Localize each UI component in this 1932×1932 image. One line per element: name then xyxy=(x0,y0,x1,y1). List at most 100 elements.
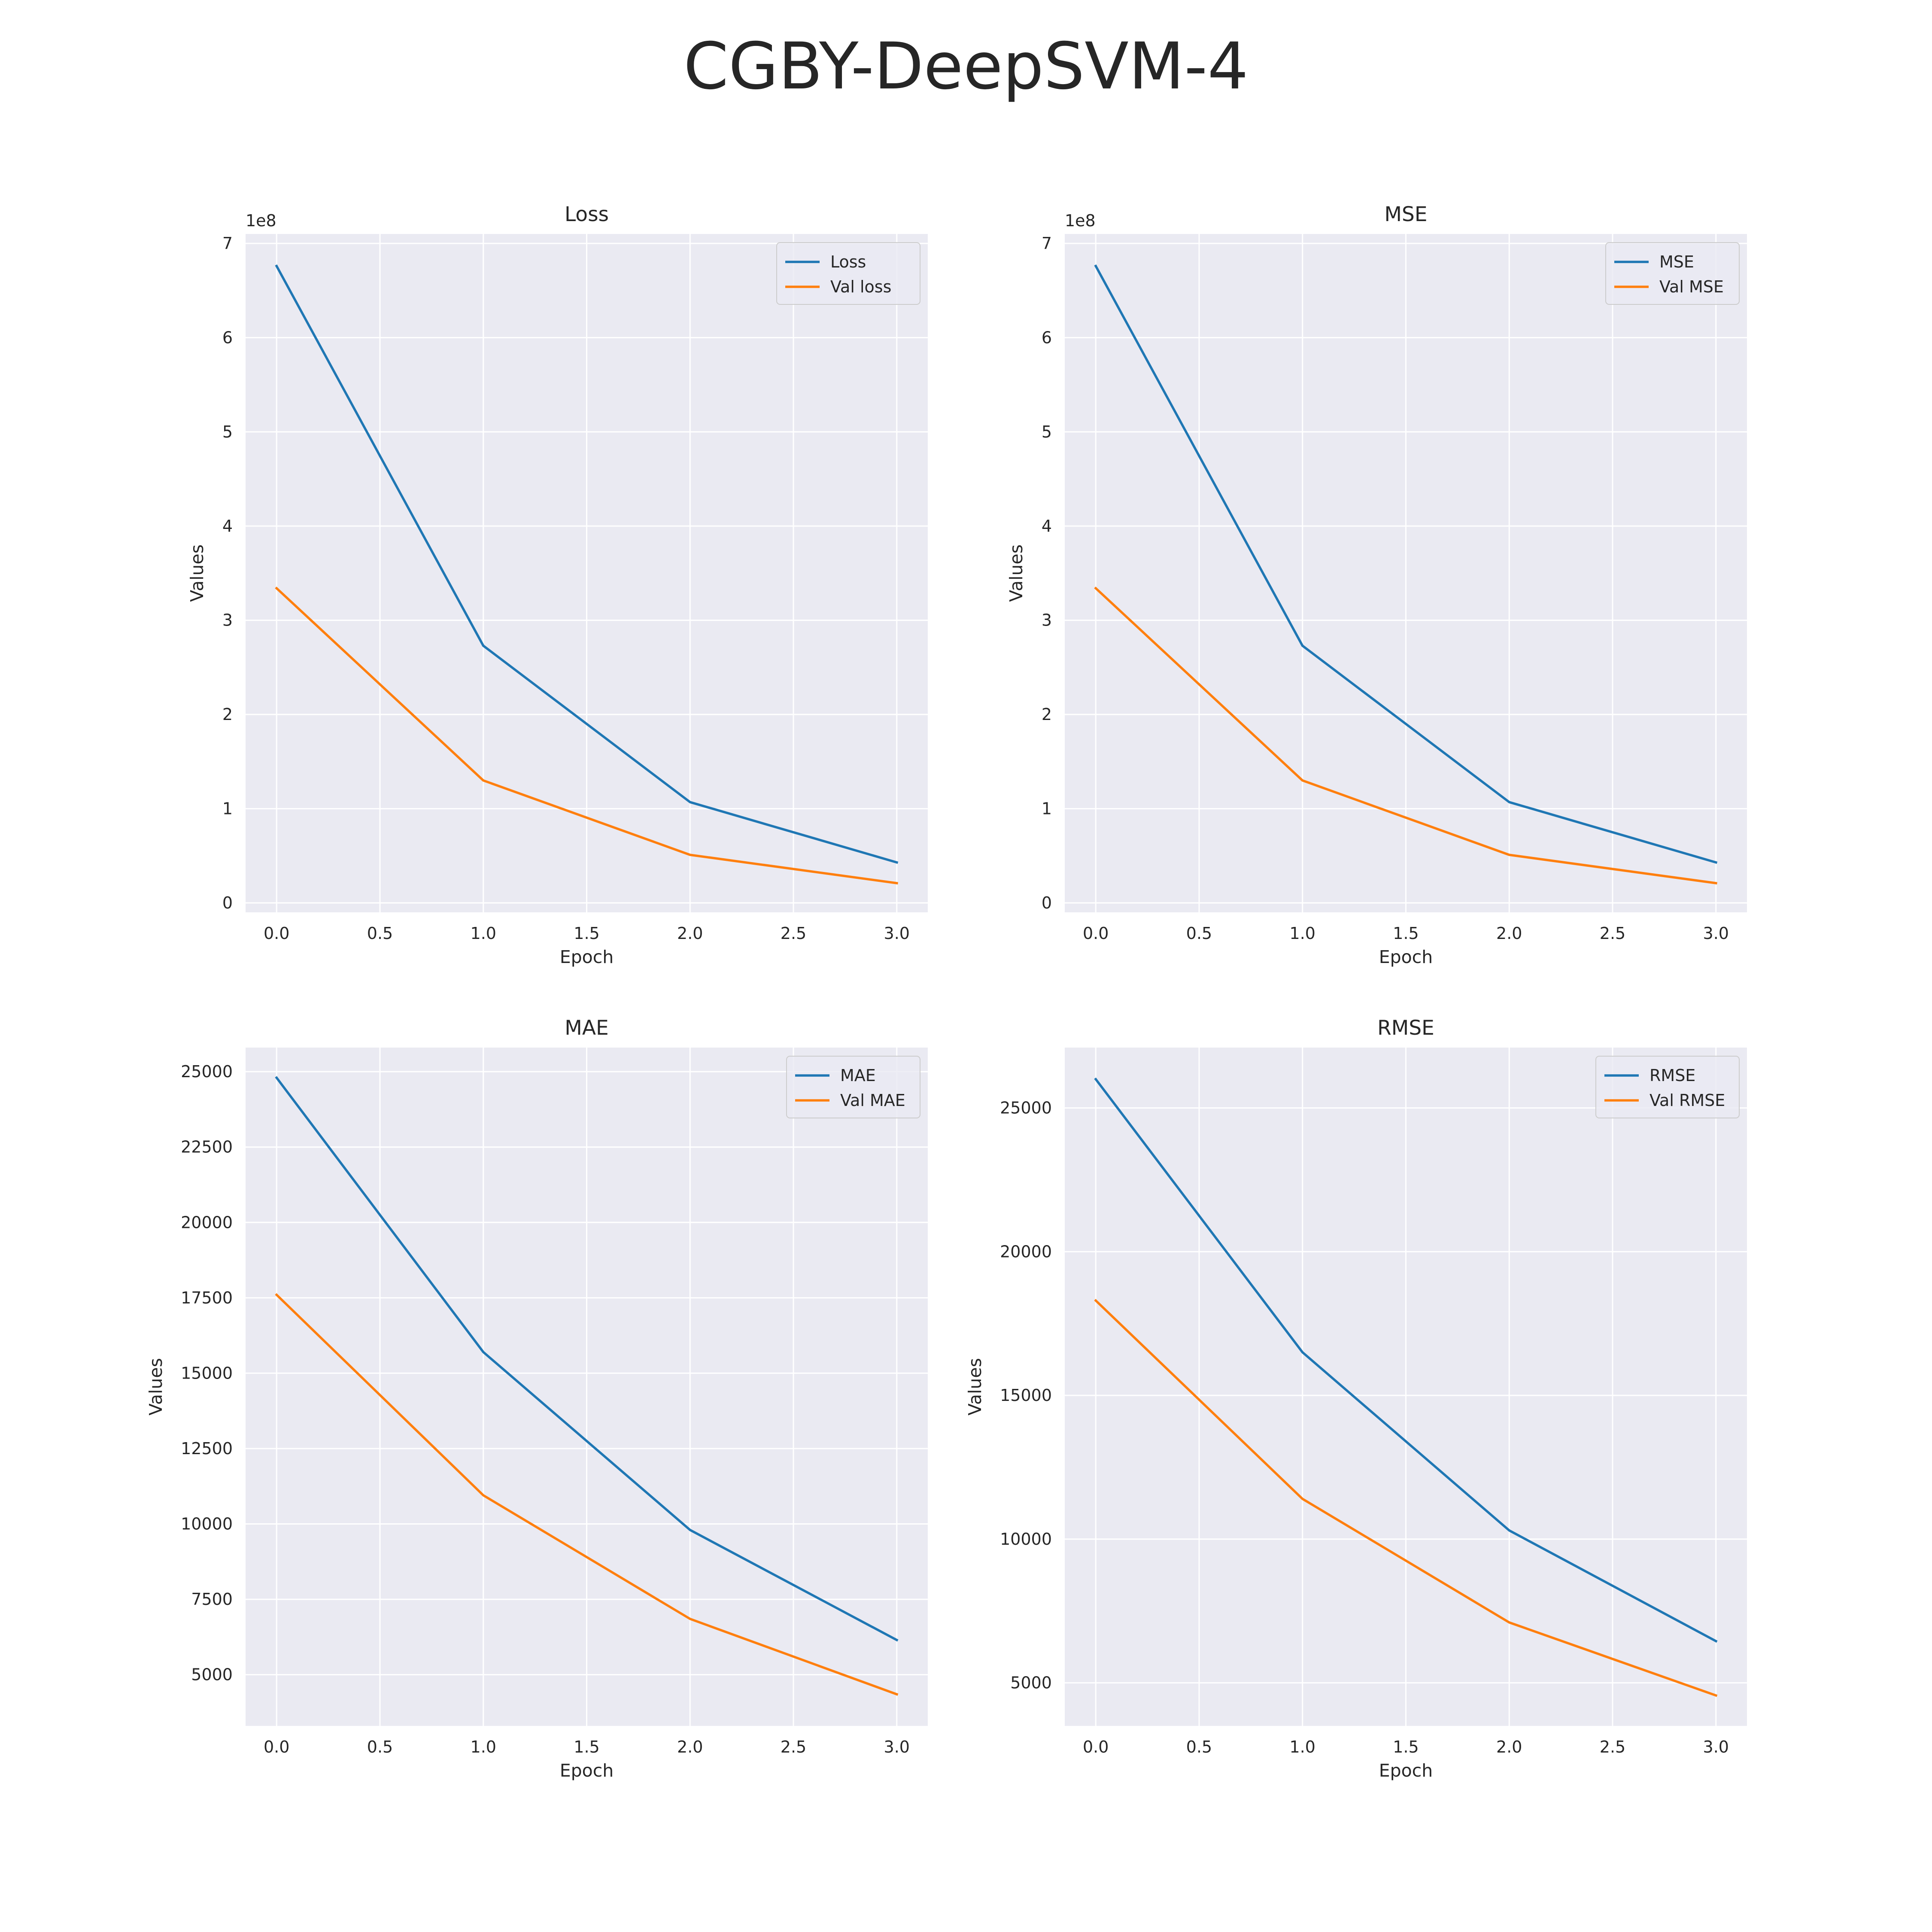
x-tick-label: 0.5 xyxy=(367,1738,393,1756)
y-tick-label: 7500 xyxy=(191,1590,233,1609)
y-tick-label: 1 xyxy=(1042,799,1052,818)
legend: MSE Val MSE xyxy=(1605,242,1740,305)
x-axis-label: Epoch xyxy=(1379,1760,1433,1781)
series-line-val-mae xyxy=(275,1293,899,1696)
y-tick-label: 20000 xyxy=(181,1213,233,1232)
legend-entry: Val MSE xyxy=(1659,277,1724,296)
legend-frame xyxy=(1595,1056,1740,1118)
y-tick-label: 15000 xyxy=(1000,1386,1052,1405)
y-tick-label: 4 xyxy=(1042,516,1052,535)
x-tick-label: 2.0 xyxy=(677,1738,703,1756)
legend-entry: Val MAE xyxy=(840,1091,905,1110)
series-line-val-loss xyxy=(275,586,898,885)
x-tick-label: 1.5 xyxy=(1393,924,1419,943)
y-tick-label: 22500 xyxy=(181,1138,233,1157)
y-tick-label: 4 xyxy=(222,516,233,535)
x-tick-label: 3.0 xyxy=(1703,924,1729,943)
x-tick-label: 1.0 xyxy=(471,924,496,943)
x-axis-label: Epoch xyxy=(560,947,614,967)
y-tick-label: 6 xyxy=(222,328,233,347)
y-tick-label: 1 xyxy=(222,799,233,818)
y-tick-label: 2 xyxy=(1042,705,1052,724)
series-line-val-rmse xyxy=(1094,1299,1718,1697)
x-tick-label: 1.5 xyxy=(574,1738,599,1756)
panel-title: MAE xyxy=(565,1016,608,1040)
legend: RMSE Val RMSE xyxy=(1595,1056,1740,1118)
legend-entry: MAE xyxy=(840,1066,876,1085)
x-tick-label: 2.5 xyxy=(781,1738,806,1756)
chart-panel-mse: 0.0 0.5 1.0 1.5 2.0 2.5 3.0 0 1 2 3 4 5 6 7 1e8 MSE Epoch… xyxy=(1006,203,1747,967)
x-tick-label: 2.5 xyxy=(781,924,806,943)
x-tick-label: 1.0 xyxy=(1290,924,1315,943)
series-line-loss xyxy=(275,264,899,864)
x-tick-label: 0.0 xyxy=(264,924,289,943)
y-tick-label: 0 xyxy=(1042,893,1052,912)
y-tick-label: 5000 xyxy=(191,1665,233,1684)
chart-panel-loss: 0.0 0.5 1.0 1.5 2.0 2.5 3.0 0 1 2 3 4 5 6 7 1e8 Loss Epoc… xyxy=(187,203,928,967)
legend: Loss Val loss xyxy=(776,242,920,305)
legend-frame xyxy=(776,242,920,305)
x-tick-label: 0.5 xyxy=(1186,924,1212,943)
y-axis-label: Values xyxy=(1006,544,1027,602)
y-tick-label: 7 xyxy=(222,234,233,253)
chart-panel-rmse: 0.0 0.5 1.0 1.5 2.0 2.5 3.0 5000 10000 15000 20000… xyxy=(965,1016,1747,1781)
series-line-mse xyxy=(1094,264,1718,864)
y-offset-label: 1e8 xyxy=(1065,211,1096,230)
series-line-val-mse xyxy=(1094,586,1717,885)
x-tick-label: 2.0 xyxy=(1496,924,1522,943)
y-tick-label: 3 xyxy=(222,611,233,630)
series-line-mae xyxy=(275,1076,899,1642)
x-tick-label: 3.0 xyxy=(1703,1738,1729,1756)
x-tick-label: 3.0 xyxy=(884,1738,910,1756)
x-tick-label: 0.0 xyxy=(264,1738,289,1756)
legend-entry: MSE xyxy=(1659,252,1694,271)
legend-frame xyxy=(786,1056,920,1118)
legend: MAE Val MAE xyxy=(786,1056,920,1118)
series-line-rmse xyxy=(1094,1077,1718,1643)
y-tick-label: 2 xyxy=(222,705,233,724)
x-tick-label: 1.0 xyxy=(471,1738,496,1756)
y-offset-label: 1e8 xyxy=(246,211,276,230)
x-tick-label: 0.0 xyxy=(1083,1738,1109,1756)
y-tick-label: 20000 xyxy=(1000,1242,1052,1261)
legend-entry: Loss xyxy=(830,252,866,271)
x-axis-label: Epoch xyxy=(1379,947,1433,967)
y-tick-label: 3 xyxy=(1042,611,1052,630)
y-tick-label: 12500 xyxy=(181,1439,233,1458)
x-tick-label: 1.0 xyxy=(1290,1738,1315,1756)
y-axis-label: Values xyxy=(146,1358,166,1416)
y-axis-label: Values xyxy=(965,1358,985,1416)
y-tick-label: 25000 xyxy=(1000,1099,1052,1118)
legend-frame xyxy=(1605,242,1740,305)
legend-entry: Val loss xyxy=(830,277,891,296)
y-tick-label: 10000 xyxy=(181,1515,233,1534)
x-tick-label: 1.5 xyxy=(1393,1738,1419,1756)
y-tick-label: 0 xyxy=(222,893,233,912)
x-tick-label: 0.0 xyxy=(1083,924,1109,943)
y-tick-label: 5 xyxy=(1042,422,1052,441)
y-tick-label: 15000 xyxy=(181,1364,233,1382)
y-tick-label: 25000 xyxy=(181,1062,233,1081)
x-tick-label: 2.5 xyxy=(1600,1738,1625,1756)
x-tick-label: 2.5 xyxy=(1600,924,1625,943)
panel-title: RMSE xyxy=(1377,1016,1434,1040)
x-axis-label: Epoch xyxy=(560,1760,614,1781)
panel-title: MSE xyxy=(1384,203,1427,226)
figure-title: CGBY-DeepSVM-4 xyxy=(683,29,1249,104)
y-tick-label: 7 xyxy=(1042,234,1052,253)
y-axis-label: Values xyxy=(187,544,207,602)
x-tick-label: 0.5 xyxy=(1186,1738,1212,1756)
y-tick-label: 6 xyxy=(1042,328,1052,347)
x-tick-label: 2.0 xyxy=(1496,1738,1522,1756)
x-tick-label: 0.5 xyxy=(367,924,393,943)
x-tick-label: 3.0 xyxy=(884,924,910,943)
legend-entry: RMSE xyxy=(1649,1066,1695,1085)
chart-panel-mae: 0.0 0.5 1.0 1.5 2.0 2.5 3.0 5000 7500 10000 12500 1… xyxy=(146,1016,928,1781)
legend-entry: Val RMSE xyxy=(1649,1091,1725,1110)
panel-title: Loss xyxy=(565,203,609,226)
y-tick-label: 17500 xyxy=(181,1288,233,1307)
y-tick-label: 5000 xyxy=(1010,1674,1052,1692)
x-tick-label: 2.0 xyxy=(677,924,703,943)
y-tick-label: 5 xyxy=(222,422,233,441)
